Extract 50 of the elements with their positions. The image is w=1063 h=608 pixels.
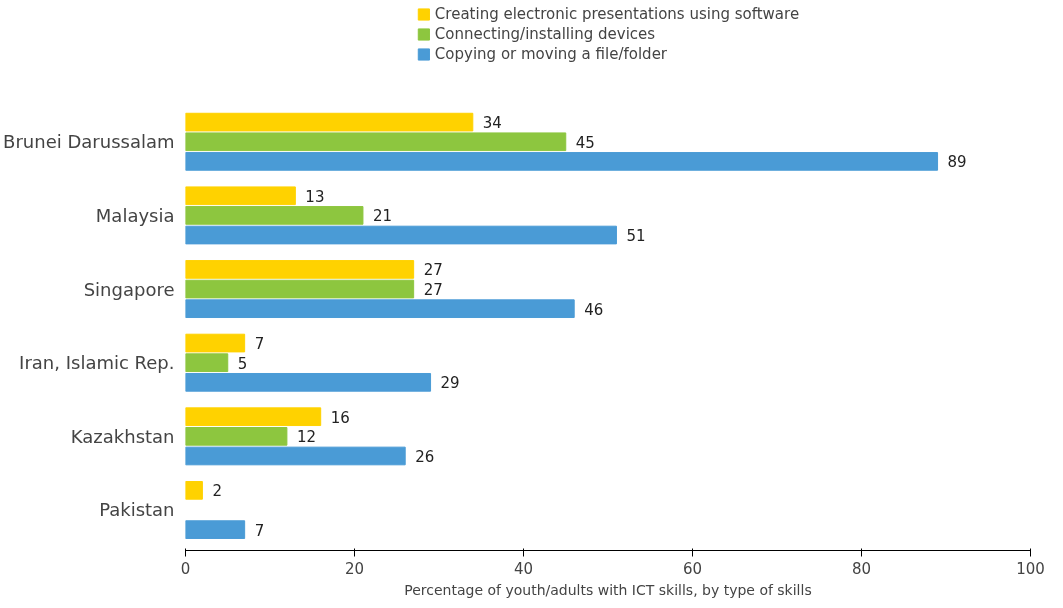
data-label: 45 <box>575 133 595 152</box>
legend-label: Connecting/installing devices <box>434 25 656 43</box>
legend-label: Creating electronic presentations using software <box>434 5 800 23</box>
bar <box>185 225 617 245</box>
data-label: 21 <box>372 207 393 226</box>
bar <box>185 353 229 373</box>
bar <box>185 152 939 171</box>
y-tick-label: Singapore <box>83 278 175 300</box>
data-label: 16 <box>330 408 350 427</box>
bar <box>185 260 415 279</box>
bar <box>185 520 246 539</box>
bar <box>185 299 575 319</box>
legend-label: Copying or moving a file/folder <box>434 45 668 63</box>
data-label: 26 <box>415 447 435 466</box>
bar <box>185 112 474 132</box>
y-tick-label: Brunei Darussalam <box>3 131 175 153</box>
y-tick-label: Malaysia <box>95 204 175 226</box>
x-tick-label: 60 <box>682 559 703 578</box>
data-label: 51 <box>626 227 646 246</box>
data-label: 29 <box>440 374 460 393</box>
bar <box>185 279 415 299</box>
y-tick-label: Kazakhstan <box>70 425 175 447</box>
bar <box>185 373 432 392</box>
data-label: 27 <box>423 261 443 280</box>
bar <box>185 186 296 206</box>
data-label: 5 <box>237 354 248 373</box>
data-label: 34 <box>482 114 502 133</box>
x-axis-title: Percentage of youth/adults with ICT skills, by type of skills <box>404 581 812 598</box>
bar <box>185 132 567 152</box>
y-tick-label: Pakistan <box>99 499 175 521</box>
bar <box>185 407 322 427</box>
bar <box>185 333 246 353</box>
bar <box>185 427 288 446</box>
bar <box>185 206 364 225</box>
data-label: 46 <box>584 300 604 319</box>
data-label: 2 <box>212 482 222 501</box>
x-tick-label: 40 <box>513 559 534 578</box>
bar <box>185 481 203 500</box>
data-label: 12 <box>296 428 316 447</box>
data-label: 7 <box>254 521 265 540</box>
x-tick-label: 100 <box>1016 559 1045 578</box>
x-tick-label: 80 <box>851 559 872 578</box>
x-tick-label: 20 <box>344 559 365 578</box>
data-label: 7 <box>254 335 265 354</box>
data-label: 89 <box>947 153 967 172</box>
y-tick-label: Iran, Islamic Rep. <box>19 352 175 374</box>
x-tick-label: 0 <box>180 559 191 578</box>
data-label: 27 <box>423 281 443 300</box>
data-label: 13 <box>305 187 325 206</box>
bar <box>185 446 406 466</box>
